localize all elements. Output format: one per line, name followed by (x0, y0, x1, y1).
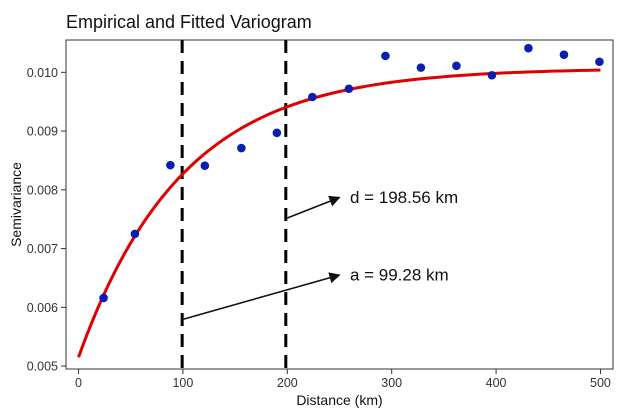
y-tick-label: 0.010 (27, 66, 58, 80)
chart-title: Empirical and Fitted Variogram (66, 12, 312, 32)
data-point (308, 92, 317, 102)
data-point (595, 57, 604, 67)
x-axis: 0 100 200 300 400 500 (75, 369, 611, 390)
data-point (99, 293, 108, 303)
data-point (237, 143, 246, 153)
annotation-label: a = 99.28 km (350, 265, 449, 284)
x-tick-label: 100 (172, 376, 193, 390)
x-axis-label: Distance (km) (296, 392, 382, 408)
x-tick-label: 200 (277, 376, 298, 390)
data-point (559, 50, 569, 59)
annotation-arrow (287, 195, 341, 219)
vertical-lines (180, 40, 288, 369)
data-point (487, 70, 497, 80)
y-tick-label: 0.005 (27, 360, 58, 374)
data-point (381, 51, 390, 61)
x-tick-label: 500 (590, 376, 611, 390)
y-tick-label: 0.007 (27, 242, 58, 256)
empirical-points (99, 43, 604, 303)
x-tick-label: 0 (75, 376, 82, 390)
data-point (524, 43, 533, 53)
data-point (344, 84, 354, 94)
x-tick-label: 400 (486, 376, 507, 390)
y-axis: 0.005 0.006 0.007 0.008 0.009 0.010 (27, 66, 66, 374)
data-point (130, 229, 140, 239)
data-point (416, 63, 426, 72)
y-tick-label: 0.008 (27, 183, 58, 197)
data-point (200, 161, 210, 171)
plot-frame (65, 39, 614, 370)
annotations: d = 198.56 km a = 99.28 km (181, 188, 458, 321)
y-axis-label: Semivariance (8, 162, 24, 247)
data-point (272, 128, 282, 138)
annotation-label: d = 198.56 km (350, 188, 458, 207)
data-point (452, 61, 461, 71)
y-tick-label: 0.009 (27, 125, 58, 139)
y-tick-label: 0.006 (27, 301, 58, 315)
data-point (166, 160, 175, 170)
fitted-curve (77, 68, 601, 358)
annotation-arrow (181, 272, 341, 321)
x-tick-label: 300 (381, 376, 402, 390)
